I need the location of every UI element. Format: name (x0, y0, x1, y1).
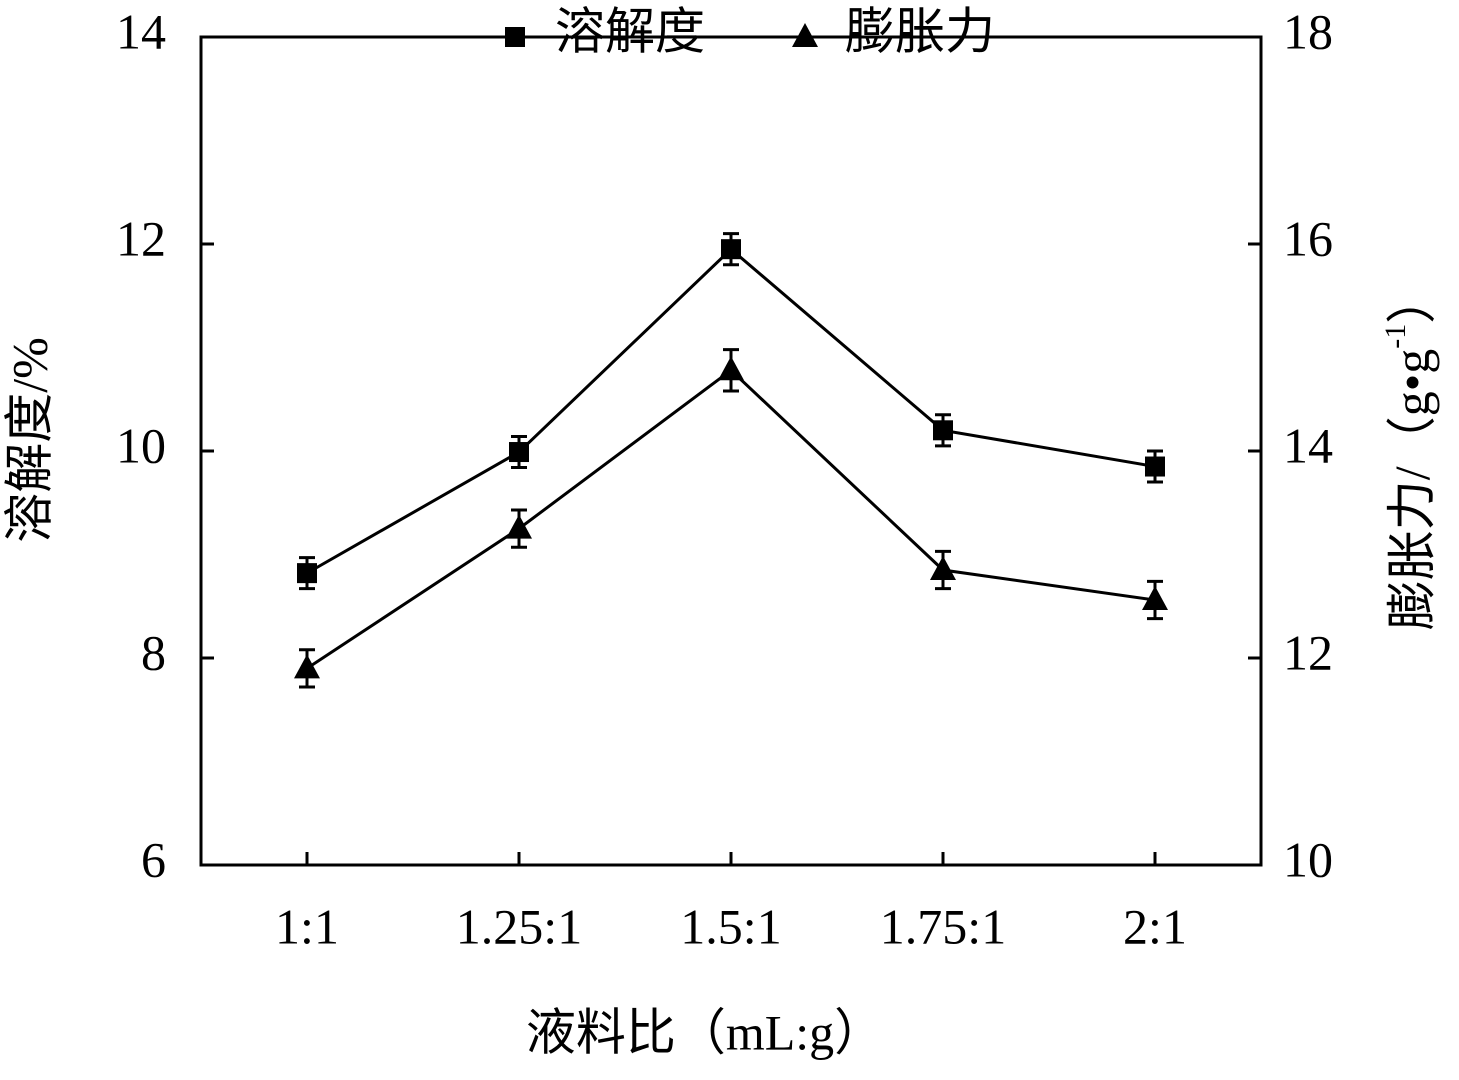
x-tick-label: 1.25:1 (456, 898, 582, 954)
y2-tick-label: 14 (1283, 417, 1333, 473)
x-tick-label: 2:1 (1123, 898, 1187, 954)
y2-tick-label: 12 (1283, 624, 1333, 680)
marker (930, 556, 956, 581)
marker (294, 654, 320, 679)
y2-label-end: ） (1384, 274, 1440, 324)
marker (509, 442, 529, 463)
marker (792, 23, 818, 47)
series-line (306, 368, 1156, 670)
y-tick-label: 8 (141, 624, 166, 680)
plot-frame (199, 35, 1263, 867)
y2-label-text: 膨胀力/（g•g (1384, 349, 1440, 630)
marker (505, 27, 525, 47)
y-tick-label: 12 (116, 210, 166, 266)
marker (718, 356, 744, 381)
series-line (306, 247, 1156, 575)
y2-label-sup: -1 (1379, 324, 1412, 349)
y2-tick-label: 10 (1283, 831, 1333, 887)
marker (297, 563, 317, 584)
marker (1145, 456, 1165, 477)
y2-axis-label: 膨胀力/（g•g-1） (1379, 274, 1441, 630)
marker (506, 514, 532, 539)
y2-tick-label: 18 (1283, 3, 1333, 59)
y-tick-label: 6 (141, 831, 166, 887)
legend-label: 溶解度 (555, 3, 705, 59)
marker (721, 239, 741, 260)
legend-label: 膨胀力 (845, 3, 995, 59)
y2-tick-label: 16 (1283, 210, 1333, 266)
y-tick-label: 10 (116, 417, 166, 473)
y-axis-label: 溶解度/% (1, 337, 57, 543)
x-tick-label: 1.5:1 (680, 898, 781, 954)
x-tick-label: 1.75:1 (880, 898, 1006, 954)
marker (933, 420, 953, 441)
x-tick-label: 1:1 (275, 898, 339, 954)
y-tick-label: 14 (116, 3, 166, 59)
marker (1142, 586, 1168, 611)
x-axis-label: 液料比（mL:g） (526, 1004, 884, 1060)
